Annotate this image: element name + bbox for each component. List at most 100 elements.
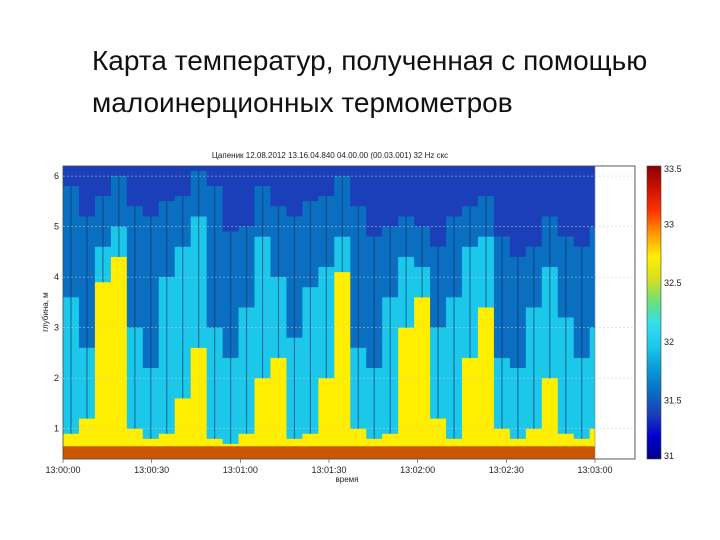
x-tick-label: 13:02:00: [400, 465, 435, 475]
cell-warm: [414, 297, 431, 447]
cell-hot-bottom: [382, 446, 399, 459]
cell-warm: [302, 433, 319, 447]
cell-hot-bottom: [270, 446, 287, 459]
cell-hot-bottom: [206, 446, 224, 459]
slide-title: Карта температур, полученная с помощью м…: [92, 40, 692, 124]
cell-contour: [341, 176, 343, 273]
chart-title: Цапеник 12.08.2012 13.16.04.840 04.00.00…: [212, 151, 448, 160]
cell-warm: [286, 438, 303, 447]
cell-contour: [150, 216, 152, 439]
cell-warm: [446, 438, 463, 447]
cell-hot-bottom: [525, 446, 543, 459]
cell-hot-bottom: [158, 446, 176, 459]
cell-warm: [589, 428, 595, 447]
cell-hot-bottom: [318, 446, 335, 459]
cell-contour: [469, 206, 471, 358]
cell-hot-bottom: [430, 446, 447, 459]
cell-cold-top: [398, 166, 415, 217]
cell-hot-bottom: [398, 446, 415, 459]
cell-warm: [222, 443, 240, 447]
cell-warm: [94, 282, 112, 447]
cell-hot-bottom: [446, 446, 463, 459]
cell-cold-top: [446, 166, 463, 217]
cell-hot-bottom: [302, 446, 319, 459]
cell-warm: [525, 428, 543, 447]
cell-warm: [318, 378, 335, 447]
cell-hot-bottom: [477, 446, 495, 459]
cell-cold-top: [222, 166, 240, 232]
colorbar-tick-label: 31: [664, 451, 674, 461]
cell-contour: [230, 231, 232, 444]
cell-warm: [398, 327, 415, 447]
cell-contour: [166, 201, 168, 434]
x-axis-label: время: [336, 475, 359, 484]
cell-warm: [557, 433, 575, 447]
cell-contour: [389, 226, 391, 434]
y-tick-label: 4: [54, 272, 59, 282]
cell-contour: [517, 256, 519, 439]
cell-hot-bottom: [573, 446, 591, 459]
cell-contour: [118, 176, 120, 257]
cell-warm: [206, 438, 224, 447]
grid-lines: [63, 175, 635, 429]
cell-hot-bottom: [142, 446, 160, 459]
cell-warm: [366, 438, 383, 447]
colorbar-tick-label: 32.5: [664, 278, 682, 288]
cell-cold-top: [238, 166, 256, 227]
cell-cold-top: [286, 166, 303, 217]
cell-contour: [437, 246, 439, 419]
cell-warm: [493, 428, 511, 447]
cell-cold-top: [270, 166, 287, 207]
cell-contour: [102, 196, 104, 283]
cell-warm: [509, 438, 527, 447]
cell-hot-bottom: [589, 446, 595, 459]
cell-contour: [357, 206, 359, 429]
cell-cold-top: [142, 166, 160, 217]
cell-warm: [142, 438, 160, 447]
x-tick-label: 13:03:00: [577, 465, 612, 475]
cell-cold-top: [302, 166, 319, 202]
cell-warm: [63, 433, 80, 447]
cell-warm: [158, 433, 176, 447]
cell-contour: [533, 246, 535, 429]
cell-hot-bottom: [190, 446, 208, 459]
cell-hot-bottom: [222, 446, 240, 459]
colorbar-ticks: 33.5 33 32.5 32 31.5 31: [664, 164, 682, 461]
cell-contour: [325, 196, 327, 379]
cell-cold-top: [541, 166, 559, 217]
cell-hot-bottom: [541, 446, 559, 459]
cell-hot-bottom: [493, 446, 511, 459]
cell-hot-bottom: [366, 446, 383, 459]
cell-cold-top: [573, 166, 591, 247]
cell-cold-top: [126, 166, 144, 207]
cell-hot-bottom: [350, 446, 367, 459]
cell-warm: [573, 438, 591, 447]
cell-warm: [254, 378, 271, 447]
cell-warm: [190, 347, 208, 447]
cell-cold-top: [477, 166, 495, 197]
cell-cold-top: [174, 166, 192, 197]
colorbar-tick-label: 33: [664, 220, 674, 230]
cell-contour: [134, 206, 136, 429]
cell-contour: [182, 196, 184, 399]
cell-cold-top: [78, 166, 96, 217]
cell-cold-top: [414, 166, 431, 227]
cell-contour: [277, 206, 280, 358]
cell-hot-bottom: [334, 446, 351, 459]
cell-contour: [565, 236, 567, 434]
plot-frame: [62, 165, 636, 460]
cell-hot-bottom: [286, 446, 303, 459]
cell-cold-top: [318, 166, 335, 197]
cell-warm: [350, 428, 367, 447]
cell-warm: [430, 418, 447, 447]
cell-contour: [309, 201, 312, 434]
cell-cold-top: [462, 166, 479, 207]
cell-contour: [86, 216, 88, 419]
cell-cold-top: [110, 166, 128, 177]
cell-hot-bottom: [126, 446, 144, 459]
slide-title-line-1: Карта температур, полученная с помощью: [92, 45, 648, 76]
y-tick-label: 3: [54, 323, 59, 333]
cell-cold-top: [158, 166, 176, 202]
cell-cold-top: [206, 166, 224, 187]
